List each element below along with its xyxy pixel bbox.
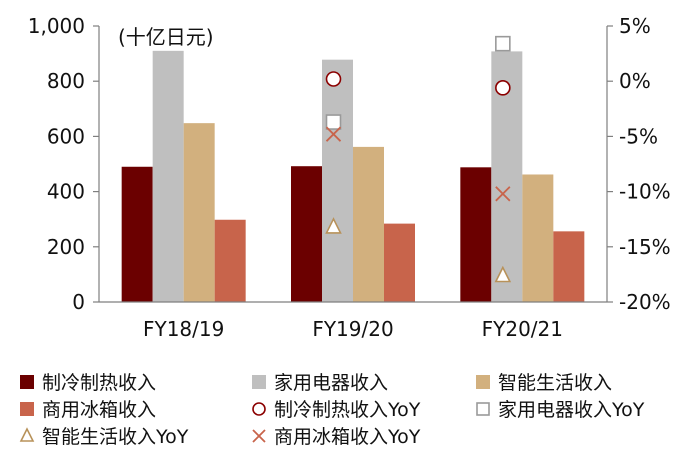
- legend-swatch: [252, 375, 266, 389]
- yoy-marker-triangle: [325, 217, 342, 234]
- yoy-marker-triangle: [494, 265, 512, 283]
- yoy-marker-circle: [252, 402, 266, 416]
- legend-label: 智能生活收入: [498, 372, 612, 394]
- legend-swatch: [476, 375, 490, 389]
- legend-swatch: [20, 402, 34, 416]
- yoy-markers-layer: [325, 35, 512, 283]
- legend-label: 智能生活收入YoY: [42, 426, 189, 448]
- bar: [460, 167, 492, 302]
- yoy-marker-square: [495, 35, 511, 52]
- legend-item: 智能生活收入: [476, 372, 612, 394]
- yoy-marker-square: [325, 114, 342, 130]
- y-tick-label: 400: [47, 180, 85, 204]
- y-tick-label: 0: [72, 290, 85, 314]
- bar: [214, 219, 246, 302]
- yoy-marker-circle: [325, 71, 342, 87]
- yoy-marker-x: [495, 186, 511, 202]
- yoy-marker-circle: [495, 80, 511, 96]
- yoy-marker-x: [325, 126, 342, 142]
- bar: [183, 123, 215, 302]
- bar: [553, 231, 585, 302]
- legend-item: 家用电器收入YoY: [476, 399, 645, 421]
- y2-tick-label: -5%: [619, 124, 658, 148]
- legend-item: 制冷制热收入YoY: [252, 399, 421, 421]
- legend-label: 制冷制热收入YoY: [274, 399, 421, 421]
- legend-label: 制冷制热收入: [42, 372, 156, 394]
- legend-label: 商用冰箱收入YoY: [274, 426, 421, 448]
- yoy-marker-triangle: [19, 427, 35, 442]
- y-tick-label: 800: [47, 69, 85, 93]
- bar: [291, 166, 322, 302]
- bar: [384, 223, 415, 302]
- bar: [522, 174, 554, 302]
- legend-label: 商用冰箱收入: [42, 399, 156, 421]
- y-tick-label: 200: [47, 235, 85, 259]
- bar: [152, 50, 184, 303]
- bars-layer: [121, 50, 585, 303]
- y2-tick-label: 5%: [619, 14, 651, 38]
- legend-item: 智能生活收入YoY: [19, 426, 189, 448]
- legend-item: 制冷制热收入: [20, 372, 156, 394]
- legend-item: 家用电器收入: [252, 372, 388, 394]
- legend-label: 家用电器收入YoY: [498, 399, 645, 421]
- legend-swatch: [20, 375, 34, 389]
- y-tick-label: 1,000: [28, 14, 85, 38]
- x-tick-label: FY18/19: [143, 317, 224, 341]
- legend-item: 商用冰箱收入YoY: [252, 426, 421, 448]
- x-tick-label: FY19/20: [312, 317, 393, 341]
- bar: [322, 59, 353, 303]
- axes-layer: FY18/19 FY19/20 FY20/21 0 200 400 600 800 1,000 -…: [28, 14, 671, 341]
- bar: [121, 166, 153, 302]
- unit-label: (十亿日元): [118, 25, 214, 49]
- yoy-marker-x: [252, 429, 266, 443]
- y2-tick-label: 0%: [619, 69, 651, 93]
- y2-tick-label: -20%: [619, 290, 671, 314]
- legend-item: 商用冰箱收入: [20, 399, 156, 421]
- x-tick-label: FY20/21: [482, 317, 563, 341]
- y2-tick-label: -15%: [619, 235, 671, 259]
- yoy-marker-square: [476, 402, 490, 416]
- y-tick-label: 600: [47, 124, 85, 148]
- y2-tick-label: -10%: [619, 180, 671, 204]
- legend-label: 家用电器收入: [274, 372, 388, 394]
- bar: [353, 146, 384, 302]
